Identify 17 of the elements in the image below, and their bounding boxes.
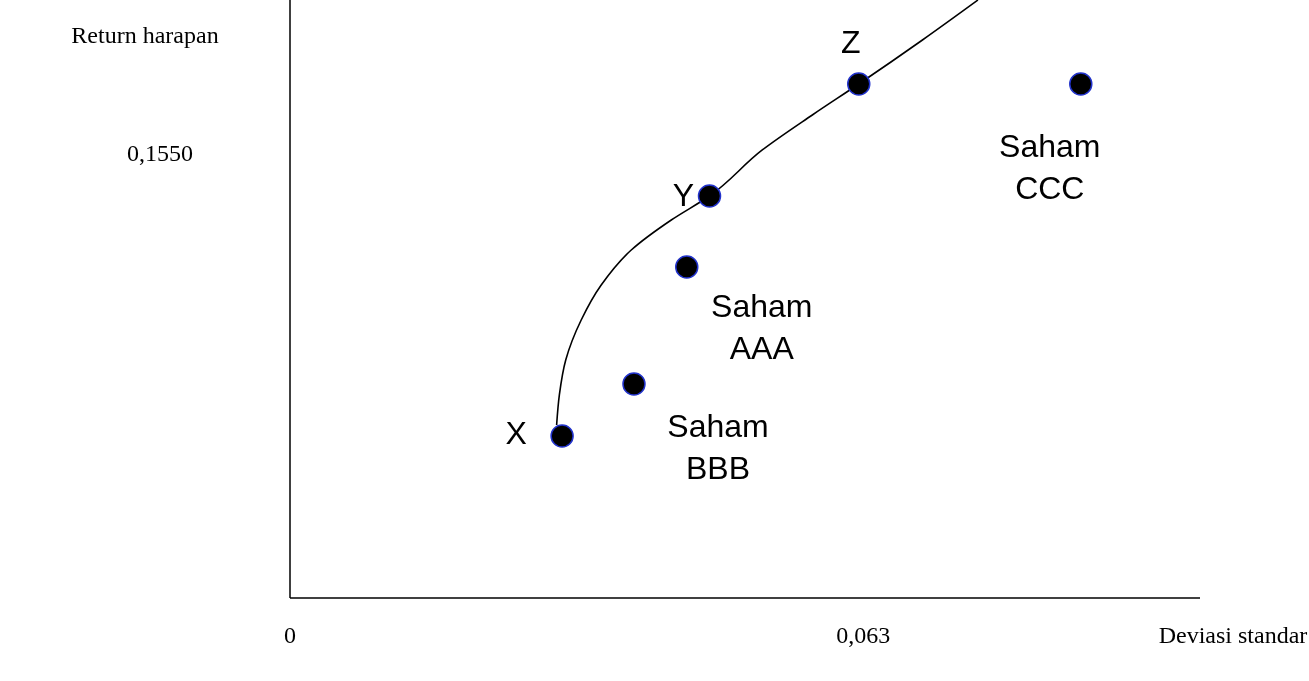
- x-tick-label: 0: [284, 621, 296, 648]
- annotation: X: [505, 415, 527, 452]
- annotation: Saham CCC: [999, 128, 1101, 207]
- annotation: Z: [840, 24, 861, 61]
- x-axis-title: Deviasi standar: [1158, 621, 1308, 648]
- point: [1069, 72, 1093, 96]
- annotation: Saham AAA: [711, 288, 813, 367]
- point: [847, 72, 871, 96]
- point: [675, 255, 699, 279]
- point: [550, 424, 574, 448]
- point: [697, 184, 722, 208]
- text: 0,1550: [127, 139, 193, 166]
- y-axis-title: Return harapan: [71, 21, 219, 48]
- annotation: Saham BBB: [667, 408, 769, 487]
- annotation: Y: [672, 177, 695, 214]
- point: [622, 372, 646, 396]
- x-tick-label: 0,063: [836, 621, 891, 648]
